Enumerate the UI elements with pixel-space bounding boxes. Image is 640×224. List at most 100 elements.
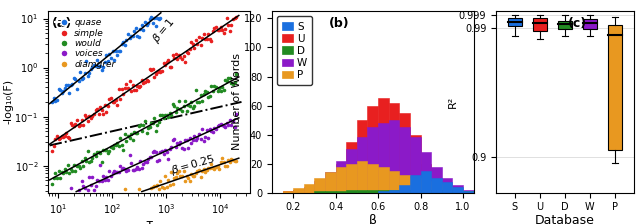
- Point: [185, 179, 195, 183]
- Point: [55, 177, 65, 180]
- Point: [87, 114, 97, 118]
- Point: [166, 171, 177, 174]
- Point: [198, 139, 209, 142]
- Point: [109, 58, 119, 62]
- Point: [172, 58, 182, 61]
- Point: [161, 185, 172, 188]
- Point: [209, 127, 220, 130]
- Bar: [335, 166, 346, 193]
- Point: [208, 166, 218, 170]
- Y-axis label: -log₁₀(F): -log₁₀(F): [3, 79, 13, 125]
- Point: [157, 185, 167, 189]
- Point: [143, 79, 153, 83]
- Point: [49, 97, 59, 100]
- Point: [183, 147, 193, 150]
- Point: [149, 184, 159, 187]
- Point: [52, 135, 62, 138]
- Point: [206, 162, 216, 165]
- Point: [202, 37, 212, 41]
- Point: [174, 143, 184, 146]
- Point: [179, 54, 189, 58]
- Text: (a): (a): [52, 17, 72, 30]
- Point: [83, 149, 93, 153]
- Point: [72, 87, 82, 91]
- Bar: [335, 191, 346, 193]
- Bar: [420, 181, 431, 193]
- Point: [60, 86, 70, 90]
- Point: [116, 42, 127, 45]
- Point: [216, 122, 226, 126]
- Point: [156, 114, 166, 117]
- Point: [129, 168, 140, 172]
- Point: [164, 65, 175, 68]
- Point: [120, 133, 130, 136]
- Bar: [463, 191, 474, 193]
- Point: [123, 86, 133, 90]
- Point: [177, 174, 187, 178]
- Point: [220, 27, 230, 31]
- Point: [104, 98, 115, 101]
- Point: [111, 98, 121, 101]
- Point: [172, 106, 182, 109]
- Point: [124, 79, 134, 83]
- Point: [168, 139, 178, 142]
- Point: [180, 99, 190, 103]
- Point: [219, 88, 229, 91]
- Point: [152, 16, 163, 20]
- Point: [90, 184, 100, 188]
- Point: [63, 83, 73, 87]
- Point: [70, 169, 81, 172]
- Point: [108, 101, 118, 104]
- Point: [78, 184, 88, 188]
- Point: [93, 179, 104, 183]
- Point: [219, 124, 229, 128]
- Point: [64, 136, 74, 140]
- Point: [92, 178, 102, 182]
- Bar: [378, 123, 388, 193]
- Point: [55, 88, 65, 91]
- X-axis label: τ: τ: [145, 218, 152, 224]
- Point: [225, 160, 235, 164]
- Point: [66, 83, 76, 87]
- Text: (b): (b): [328, 17, 349, 30]
- Point: [97, 179, 107, 183]
- Point: [120, 43, 130, 47]
- Point: [124, 153, 134, 157]
- Point: [202, 90, 212, 94]
- Point: [150, 129, 161, 133]
- Point: [114, 87, 124, 91]
- Point: [221, 164, 232, 168]
- Bar: [283, 191, 293, 193]
- Point: [209, 167, 220, 170]
- Bar: [378, 190, 388, 193]
- Point: [177, 146, 187, 150]
- Point: [191, 138, 201, 141]
- Point: [197, 169, 207, 173]
- Point: [168, 54, 178, 57]
- Point: [161, 113, 172, 117]
- Point: [195, 175, 205, 179]
- Point: [131, 167, 141, 171]
- Point: [141, 23, 152, 26]
- Point: [52, 98, 62, 102]
- Bar: [452, 185, 463, 193]
- Point: [100, 103, 110, 107]
- Point: [157, 69, 167, 72]
- Bar: [442, 178, 452, 193]
- Point: [135, 159, 145, 163]
- Point: [200, 89, 211, 93]
- Point: [115, 97, 125, 101]
- Point: [182, 174, 192, 178]
- Point: [66, 167, 76, 171]
- Point: [171, 52, 181, 56]
- Point: [93, 112, 104, 116]
- Bar: [283, 191, 293, 193]
- Point: [84, 72, 95, 75]
- Point: [141, 160, 152, 164]
- Bar: [410, 175, 420, 193]
- Point: [70, 123, 81, 126]
- Point: [152, 183, 163, 187]
- Point: [175, 140, 186, 144]
- Point: [189, 46, 200, 50]
- Point: [100, 178, 110, 182]
